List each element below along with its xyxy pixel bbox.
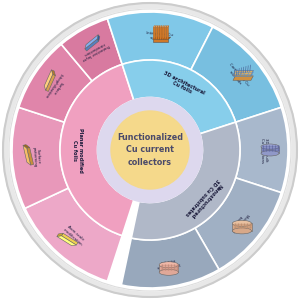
Text: Planar modified
Cu foils: Planar modified Cu foils <box>72 128 83 172</box>
Text: Modified Cu
meshes: Modified Cu meshes <box>156 256 180 269</box>
Ellipse shape <box>232 220 251 226</box>
Ellipse shape <box>159 262 178 268</box>
Polygon shape <box>27 148 34 165</box>
Wedge shape <box>61 19 122 81</box>
Polygon shape <box>153 37 171 40</box>
Ellipse shape <box>261 151 279 156</box>
Circle shape <box>98 98 202 202</box>
Circle shape <box>9 9 291 291</box>
Wedge shape <box>122 60 236 134</box>
Wedge shape <box>195 178 281 269</box>
Polygon shape <box>46 74 56 92</box>
Polygon shape <box>155 26 158 40</box>
Polygon shape <box>261 147 279 153</box>
Polygon shape <box>57 233 63 236</box>
Polygon shape <box>85 39 99 51</box>
Polygon shape <box>162 26 164 28</box>
Text: Modified Cu
foams: Modified Cu foams <box>228 210 249 233</box>
Polygon shape <box>23 145 30 148</box>
Text: 3D self-built
Cu skeletons: 3D self-built Cu skeletons <box>260 137 268 163</box>
Polygon shape <box>159 265 178 272</box>
Text: Integrated Cu
scaffolds: Integrated Cu scaffolds <box>145 31 173 42</box>
Text: Corrugated Cu
scaffolds: Corrugated Cu scaffolds <box>224 62 249 90</box>
Wedge shape <box>19 44 92 122</box>
Polygon shape <box>233 76 253 80</box>
Polygon shape <box>51 70 56 76</box>
Polygon shape <box>44 70 53 90</box>
Wedge shape <box>121 228 219 288</box>
Polygon shape <box>160 26 162 28</box>
Polygon shape <box>232 224 251 231</box>
Text: Surface
patterning: Surface patterning <box>31 146 41 167</box>
Polygon shape <box>153 26 155 28</box>
Text: Nanostructured
3D Cu substrates: Nanostructured 3D Cu substrates <box>184 177 224 220</box>
Text: Functionalized
Cu current
collectors: Functionalized Cu current collectors <box>117 133 183 167</box>
Wedge shape <box>191 27 281 122</box>
Wedge shape <box>131 122 240 240</box>
Polygon shape <box>164 26 166 28</box>
Polygon shape <box>61 233 78 245</box>
Polygon shape <box>162 26 164 40</box>
Polygon shape <box>233 70 253 76</box>
Wedge shape <box>107 12 213 70</box>
Text: Atom-scale
modification: Atom-scale modification <box>62 224 86 247</box>
Ellipse shape <box>159 269 178 275</box>
Wedge shape <box>25 188 122 281</box>
Polygon shape <box>158 26 160 28</box>
Polygon shape <box>97 35 100 41</box>
Text: Protective layer
introduction: Protective layer introduction <box>79 39 110 62</box>
Polygon shape <box>153 40 168 42</box>
Polygon shape <box>23 145 31 165</box>
Ellipse shape <box>232 228 251 234</box>
Polygon shape <box>167 26 169 28</box>
Polygon shape <box>153 26 155 40</box>
Text: Surface
lithophilization: Surface lithophilization <box>44 72 67 101</box>
Polygon shape <box>85 35 98 49</box>
Polygon shape <box>164 26 166 40</box>
Circle shape <box>3 3 297 297</box>
Polygon shape <box>155 26 158 28</box>
Polygon shape <box>167 26 169 40</box>
Wedge shape <box>60 64 134 236</box>
Polygon shape <box>158 26 160 40</box>
Circle shape <box>111 111 189 189</box>
Polygon shape <box>57 236 76 246</box>
Ellipse shape <box>261 144 279 149</box>
Wedge shape <box>236 107 288 193</box>
Wedge shape <box>12 107 68 208</box>
Polygon shape <box>160 26 162 40</box>
Text: 3D architectural
Cu foils: 3D architectural Cu foils <box>160 70 206 100</box>
